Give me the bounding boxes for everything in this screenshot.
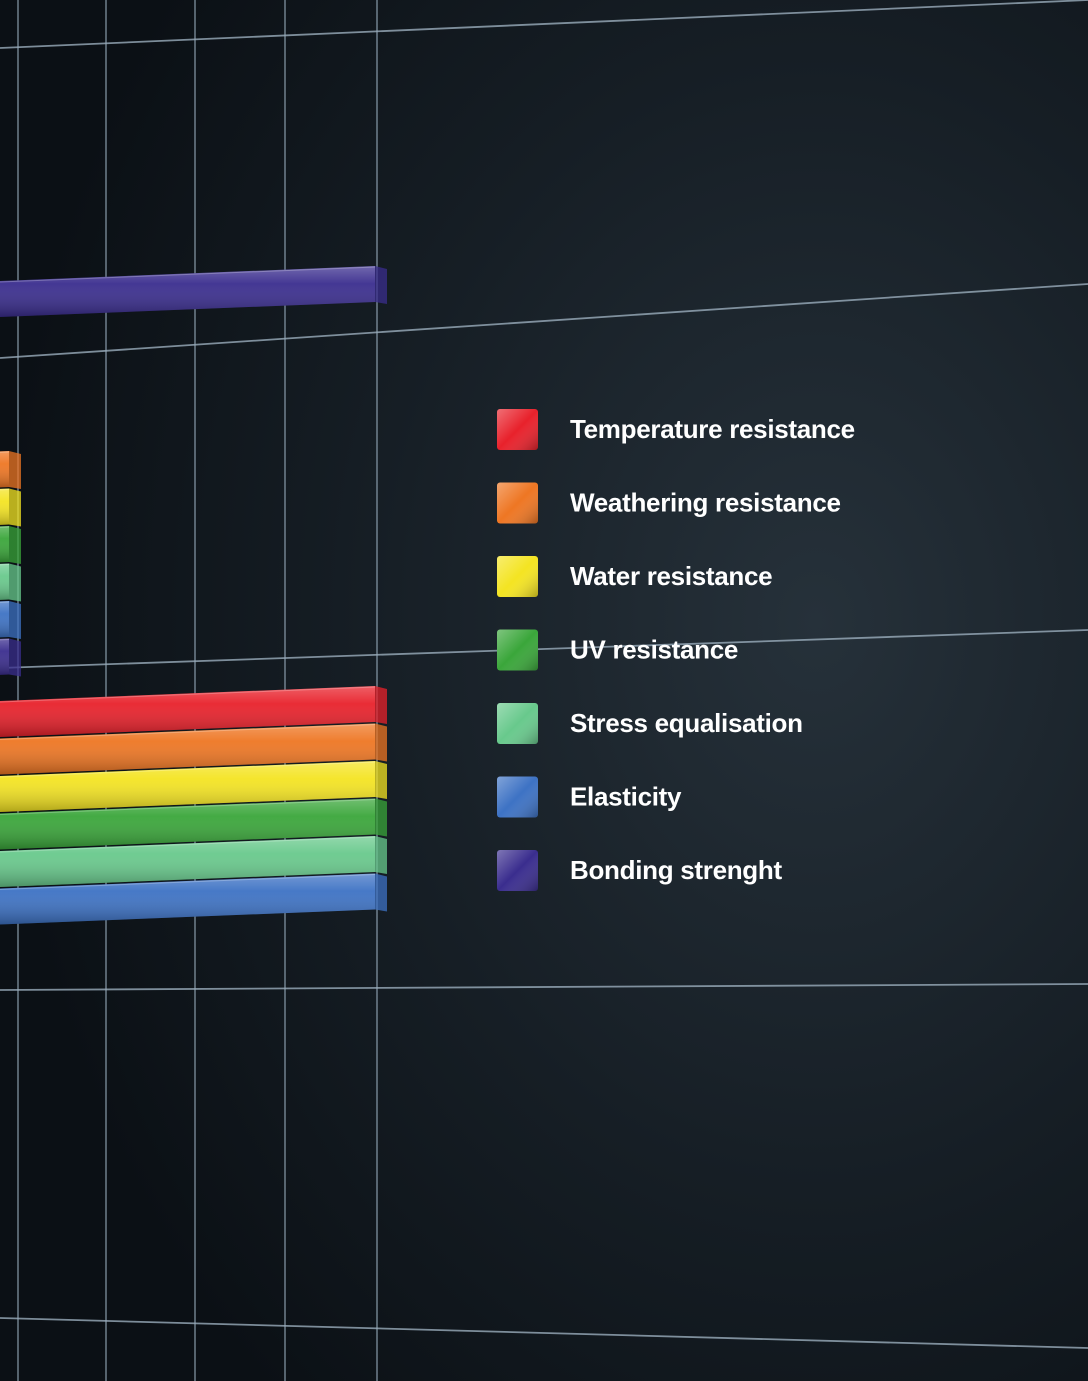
legend-swatch-elasticity <box>497 776 538 818</box>
legend-swatch-uv-resistance <box>497 629 538 671</box>
bar-uv-resistance-2 <box>0 798 387 850</box>
grid-hline-0 <box>0 0 1088 49</box>
legend-item-bonding-strenght: Bonding strenght <box>497 850 783 891</box>
bar-weathering-resistance-2 <box>0 723 387 775</box>
bar-water-resistance-2 <box>0 761 387 812</box>
legend-label-elasticity: Elasticity <box>570 782 682 812</box>
legend-swatch-bonding-strenght <box>497 850 538 891</box>
bar-weathering-resistance-1 <box>0 451 21 489</box>
legend-swatch-weathering-resistance <box>497 482 538 524</box>
legend-swatch-temperature-resistance <box>497 409 538 450</box>
bar-elasticity-2 <box>0 873 387 925</box>
legend: Temperature resistance Weathering resista… <box>497 409 855 891</box>
legend-label-temperature-resistance: Temperature resistance <box>570 414 855 444</box>
legend-item-stress-equalisation: Stress equalisation <box>497 703 803 744</box>
bar-stress-equalisation-2 <box>0 836 387 887</box>
bar-bonding-strenght-0 <box>0 266 387 317</box>
bars <box>0 266 387 1227</box>
legend-item-temperature-resistance: Temperature resistance <box>497 409 855 450</box>
legend-item-weathering-resistance: Weathering resistance <box>497 482 841 524</box>
bar-temperature-resistance-2 <box>0 686 387 737</box>
legend-swatch-stress-equalisation <box>497 703 538 744</box>
grid-hline-4 <box>0 1317 1088 1349</box>
grid-hline-1 <box>0 283 1088 359</box>
bar-water-resistance-1 <box>0 488 21 527</box>
bar-elasticity-1 <box>0 601 21 639</box>
legend-label-water-resistance: Water resistance <box>570 561 772 591</box>
legend-label-weathering-resistance: Weathering resistance <box>570 488 841 518</box>
legend-swatch-water-resistance <box>497 556 538 597</box>
grid-hline-2 <box>0 629 1088 669</box>
bar-stress-equalisation-1 <box>0 563 21 602</box>
legend-label-bonding-strenght: Bonding strenght <box>570 855 782 885</box>
bar-uv-resistance-1 <box>0 526 21 564</box>
legend-label-uv-resistance: UV resistance <box>570 635 738 665</box>
legend-item-uv-resistance: UV resistance <box>497 629 738 671</box>
legend-item-elasticity: Elasticity <box>497 776 682 818</box>
grid-hline-3 <box>0 983 1088 991</box>
legend-item-water-resistance: Water resistance <box>497 556 773 597</box>
legend-label-stress-equalisation: Stress equalisation <box>570 708 803 738</box>
bar-bonding-strenght-1 <box>0 638 21 677</box>
